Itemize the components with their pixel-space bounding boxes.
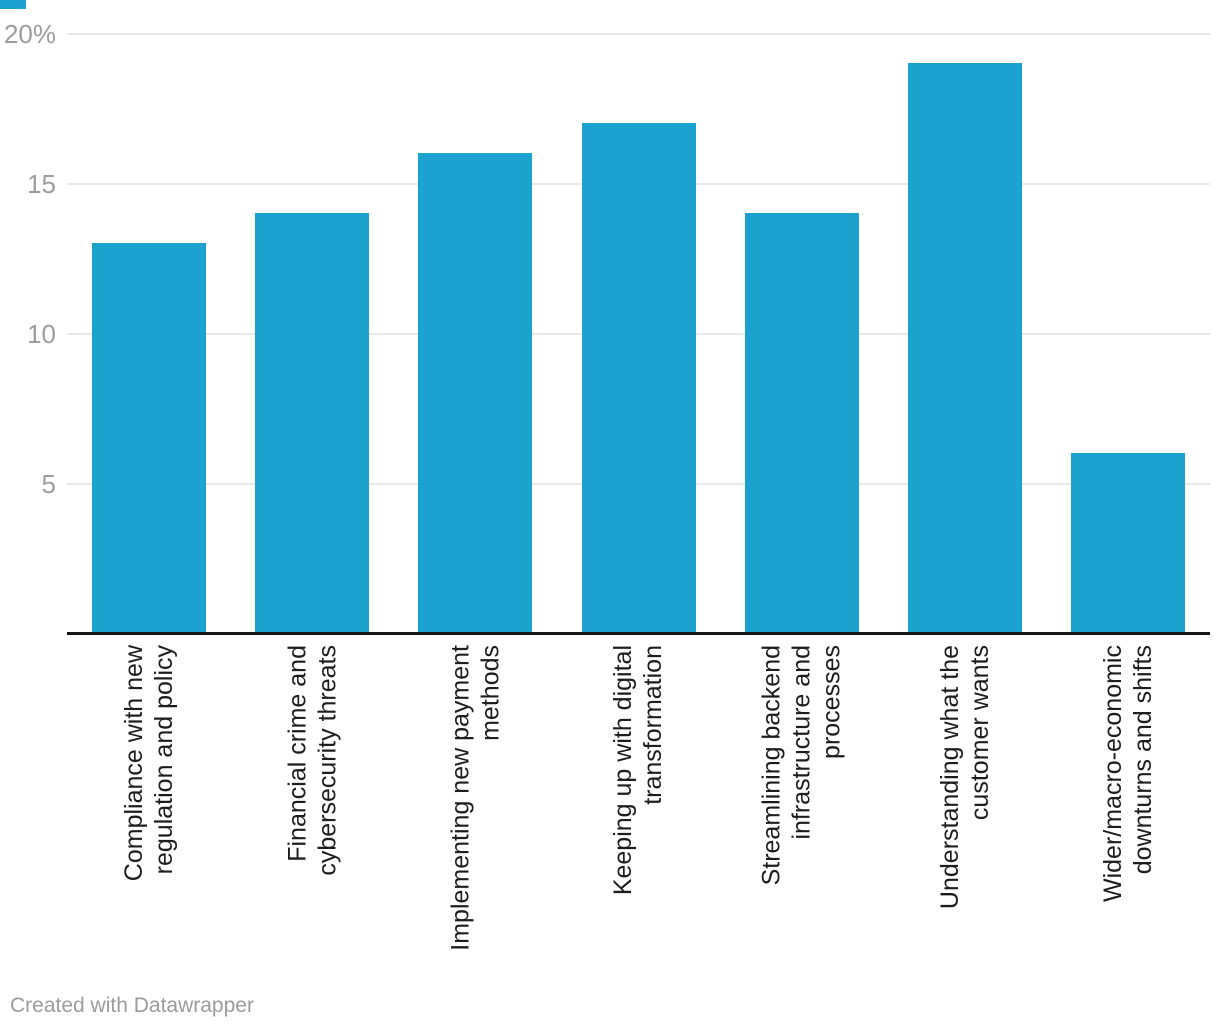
bar-2 (255, 213, 370, 633)
x-axis-line (67, 632, 1210, 635)
x-category-label-text: Financial crime and cybersecurity threat… (283, 645, 342, 876)
bar-7 (1071, 453, 1186, 633)
bar-4 (581, 123, 696, 633)
bar-1 (92, 243, 206, 633)
attribution-text: Created with Datawrapper (10, 994, 254, 1017)
y-tick-label-5: 5 (41, 469, 56, 499)
x-category-label-text: Streamlining backend infrastructure and … (757, 645, 846, 886)
y-tick-label-20: 20% (3, 19, 56, 49)
x-category-label-text: Implementing new payment methods (446, 645, 505, 951)
bar-3 (418, 153, 533, 633)
corner-accent-mark (0, 0, 26, 9)
x-category-label-text: Compliance with new regulation and polic… (120, 645, 178, 882)
bar-6 (907, 63, 1022, 633)
x-category-label-text: Understanding what the customer wants (935, 645, 994, 910)
bar-5 (744, 213, 859, 633)
y-tick-label-15: 15 (27, 169, 56, 199)
y-tick-label-10: 10 (27, 319, 56, 349)
gridline-20 (67, 33, 1210, 35)
x-category-label-text: Wider/macro-economic downturns and shift… (1099, 645, 1158, 903)
x-category-label-text: Keeping up with digital transformation (609, 645, 668, 896)
